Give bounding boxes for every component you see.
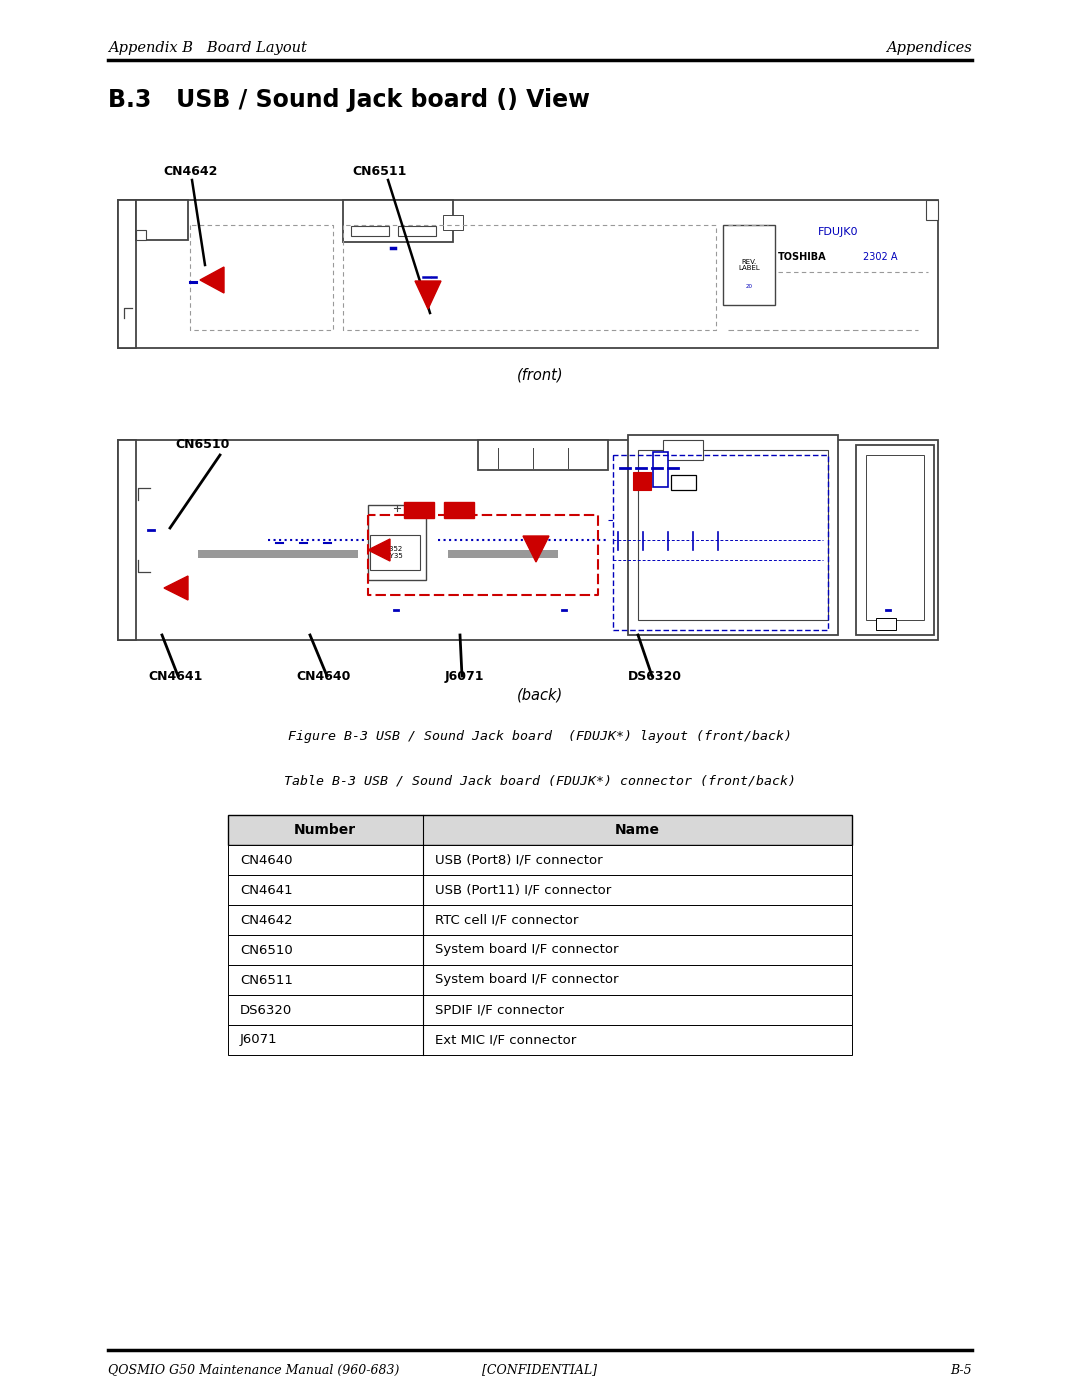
Text: System board I/F connector: System board I/F connector [435, 974, 619, 986]
Bar [351, 226, 389, 236]
Text: CN4642: CN4642 [163, 165, 217, 177]
Bar [118, 200, 939, 348]
Bar [228, 845, 852, 875]
Text: CN6510: CN6510 [175, 439, 229, 451]
Bar [926, 200, 939, 219]
Text: SPDIF I/F connector: SPDIF I/F connector [435, 1003, 564, 1017]
Bar [228, 965, 852, 995]
Text: USB (Port11) I/F connector: USB (Port11) I/F connector [435, 883, 611, 897]
Bar [228, 875, 852, 905]
Bar [478, 440, 608, 469]
Text: CN6510: CN6510 [240, 943, 293, 957]
Polygon shape [164, 576, 188, 599]
Bar [228, 905, 852, 935]
Text: B-5: B-5 [950, 1363, 972, 1376]
Bar [443, 215, 463, 231]
Text: CN4640: CN4640 [240, 854, 293, 866]
Bar [118, 200, 136, 348]
Text: DS6320: DS6320 [240, 1003, 293, 1017]
Bar [228, 995, 852, 1025]
Bar [343, 200, 453, 242]
Bar [444, 502, 474, 518]
Text: FDUJK0: FDUJK0 [818, 226, 859, 237]
Text: REV.
LABEL: REV. LABEL [738, 258, 760, 271]
Text: CN4640: CN4640 [296, 671, 350, 683]
Bar [404, 502, 434, 518]
Bar [448, 550, 558, 557]
Text: CN6511: CN6511 [240, 974, 293, 986]
Bar [876, 617, 896, 630]
Bar [399, 226, 436, 236]
Text: Appendix B   Board Layout: Appendix B Board Layout [108, 41, 307, 54]
Text: DS6320: DS6320 [627, 671, 681, 683]
Bar [228, 814, 852, 845]
Text: [CONFIDENTIAL]: [CONFIDENTIAL] [483, 1363, 597, 1376]
Bar [671, 475, 696, 490]
Bar [368, 504, 426, 580]
Text: (front): (front) [516, 367, 564, 383]
Text: USB (Port8) I/F connector: USB (Port8) I/F connector [435, 854, 603, 866]
Text: Number: Number [294, 823, 356, 837]
Bar [633, 472, 651, 490]
Text: J6071: J6071 [445, 671, 485, 683]
Bar [136, 200, 188, 240]
Text: J6071: J6071 [240, 1034, 278, 1046]
Bar [228, 935, 852, 965]
Text: CN6511: CN6511 [352, 165, 406, 177]
Text: 20: 20 [745, 285, 753, 289]
Text: CN4641: CN4641 [240, 883, 293, 897]
Polygon shape [200, 267, 224, 293]
Text: (back): (back) [517, 687, 563, 703]
Bar [653, 453, 669, 488]
Text: Name: Name [615, 823, 660, 837]
Bar [638, 450, 828, 620]
Bar [723, 225, 775, 305]
Text: Ext MIC I/F connector: Ext MIC I/F connector [435, 1034, 577, 1046]
Text: System board I/F connector: System board I/F connector [435, 943, 619, 957]
Text: B.3   USB / Sound Jack board () View: B.3 USB / Sound Jack board () View [108, 88, 590, 112]
Bar [627, 434, 838, 636]
Text: QOSMIO G50 Maintenance Manual (960-683): QOSMIO G50 Maintenance Manual (960-683) [108, 1363, 400, 1376]
Text: J352
CY35: J352 CY35 [387, 545, 404, 559]
Polygon shape [415, 281, 441, 309]
Text: 2302 A: 2302 A [863, 251, 897, 263]
Bar [228, 1025, 852, 1055]
Bar [198, 550, 357, 557]
Polygon shape [368, 539, 390, 562]
Bar [866, 455, 924, 620]
Bar [118, 440, 939, 640]
Text: CN4641: CN4641 [148, 671, 202, 683]
Text: CN4642: CN4642 [240, 914, 293, 926]
Polygon shape [523, 536, 549, 562]
Bar [136, 231, 146, 240]
Bar [663, 440, 703, 460]
Text: Table B-3 USB / Sound Jack board (FDUJK*) connector (front/back): Table B-3 USB / Sound Jack board (FDUJK*… [284, 775, 796, 788]
Bar [370, 535, 420, 570]
Text: RTC cell I/F connector: RTC cell I/F connector [435, 914, 579, 926]
Text: Appendices: Appendices [887, 41, 972, 54]
Text: TOSHIBA: TOSHIBA [778, 251, 826, 263]
Bar [856, 446, 934, 636]
Bar [118, 440, 136, 640]
Text: Figure B-3 USB / Sound Jack board  (FDUJK*) layout (front/back): Figure B-3 USB / Sound Jack board (FDUJK… [288, 731, 792, 743]
